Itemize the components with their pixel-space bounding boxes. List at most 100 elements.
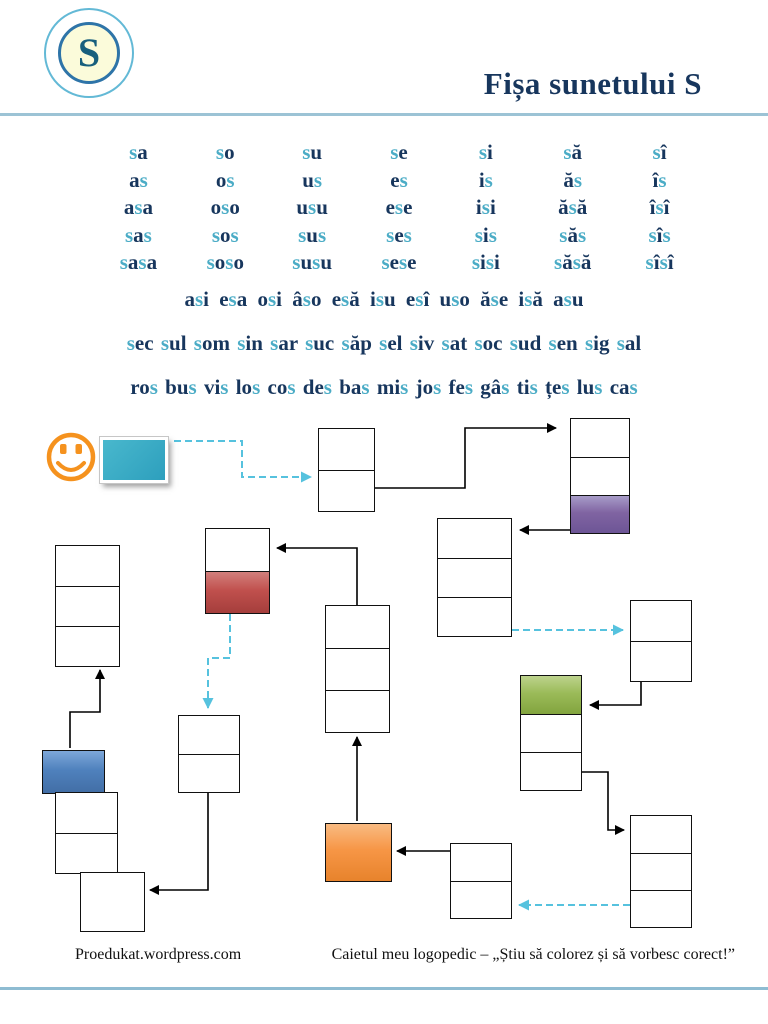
highlighted-s: s <box>292 250 301 274</box>
highlighted-s: s <box>451 287 460 311</box>
highlighted-s: s <box>509 331 518 355</box>
maze-box-a <box>318 428 375 512</box>
maze-cell <box>438 597 511 636</box>
smiley-icon <box>46 432 96 482</box>
highlighted-s: s <box>398 250 408 274</box>
highlighted-s: s <box>323 375 332 399</box>
maze-box-c <box>437 518 512 637</box>
maze-cell <box>179 716 239 754</box>
arrow-k-to-n <box>149 791 209 895</box>
highlighted-s: s <box>138 250 147 274</box>
syllable-cell: su <box>302 140 323 164</box>
syllable-cell: sîsî <box>645 250 674 274</box>
arrow-d-to-e <box>589 680 642 710</box>
highlighted-s: s <box>400 375 409 399</box>
highlighted-s: s <box>394 195 404 219</box>
maze-cell <box>631 816 691 853</box>
highlighted-s: s <box>341 287 350 311</box>
highlighted-s: s <box>648 222 657 247</box>
syllable-cell: isi <box>475 195 496 219</box>
syllable-cell: ăsă <box>558 195 588 219</box>
syllable-cell: ăs <box>563 167 583 192</box>
syllable-cell: os <box>215 167 235 192</box>
highlighted-s: s <box>409 331 418 355</box>
badge-letter: S <box>77 30 101 75</box>
highlighted-s: s <box>399 167 408 192</box>
color-card-icon <box>99 436 169 484</box>
smiley-mouth <box>56 461 86 472</box>
footer-left-url: Proedukat.wordpress.com <box>75 946 242 963</box>
highlighted-s: s <box>119 250 128 274</box>
highlighted-s: s <box>573 167 583 192</box>
arrow-i-to-j <box>276 543 358 605</box>
highlighted-s: s <box>568 195 577 219</box>
highlighted-s: s <box>481 195 490 219</box>
highlighted-s: s <box>270 331 279 355</box>
maze-cell <box>319 470 374 511</box>
maze-cell <box>521 752 581 790</box>
syllable-cell: oso <box>210 195 240 219</box>
highlighted-s: s <box>561 375 570 399</box>
maze-cell <box>56 586 119 626</box>
smiley-eye-left <box>60 444 67 454</box>
highlighted-s: s <box>572 250 581 274</box>
highlighted-s: s <box>616 331 625 355</box>
maze-cell <box>179 754 239 792</box>
syllable-cell: sîs <box>648 222 671 247</box>
syllable-cell: so <box>215 140 235 164</box>
syllable-cell: săs <box>559 222 587 247</box>
highlighted-s: s <box>149 375 158 399</box>
maze-cell <box>438 558 511 597</box>
highlighted-s: s <box>134 195 143 219</box>
highlighted-s: s <box>464 375 474 399</box>
syllable-cell: sas <box>124 222 152 247</box>
highlighted-s: s <box>211 222 221 247</box>
maze-box-l-white <box>55 792 118 874</box>
highlighted-s: s <box>501 375 510 399</box>
arrow-e-to-f <box>582 771 625 835</box>
syllable-cell: sasa <box>119 250 158 274</box>
maze-box-b <box>570 418 630 534</box>
arrow-a-to-b <box>375 423 557 489</box>
highlighted-s: s <box>474 331 483 355</box>
maze-cell <box>451 881 511 918</box>
highlighted-s: s <box>317 222 327 247</box>
highlighted-s: s <box>341 331 350 355</box>
highlighted-s: s <box>662 222 671 247</box>
highlighted-s: s <box>139 167 148 192</box>
highlighted-s: s <box>230 222 239 247</box>
highlighted-s: s <box>474 222 483 247</box>
sound-badge-inner: S <box>58 22 120 84</box>
maze-cell <box>521 714 581 752</box>
syllable-cell: us <box>302 167 323 192</box>
maze-box-l-blue <box>42 750 105 794</box>
dashed-arrow-start <box>174 440 312 483</box>
highlighted-s: s <box>225 250 234 274</box>
syllable-cell: es <box>390 167 408 192</box>
maze-cell-blue <box>43 751 104 793</box>
maze-cell <box>326 606 389 648</box>
maze-cell-purple <box>571 495 629 533</box>
syllable-cell: îsî <box>649 195 670 219</box>
highlighted-s: s <box>415 287 424 311</box>
syllable-cell: sa <box>129 140 148 164</box>
highlighted-s: s <box>302 140 311 164</box>
highlighted-s: s <box>471 250 480 274</box>
footer-divider <box>0 987 768 990</box>
arrow-l-to-m <box>69 669 105 748</box>
maze-cell-red <box>206 571 269 613</box>
highlighted-s: s <box>658 167 667 192</box>
highlighted-s: s <box>228 287 237 311</box>
maze-cell <box>571 457 629 495</box>
highlighted-s: s <box>237 331 246 355</box>
highlighted-s: s <box>375 287 384 311</box>
syllable-cell: sese <box>381 250 417 274</box>
highlighted-s: s <box>313 167 323 192</box>
highlighted-s: s <box>126 331 135 355</box>
highlighted-s: s <box>160 331 170 355</box>
maze-box-i <box>325 605 390 733</box>
syllable-cell: ses <box>386 222 412 247</box>
highlighted-s: s <box>267 287 277 311</box>
highlighted-s: s <box>194 287 204 311</box>
syllable-cell: sî <box>652 140 667 164</box>
